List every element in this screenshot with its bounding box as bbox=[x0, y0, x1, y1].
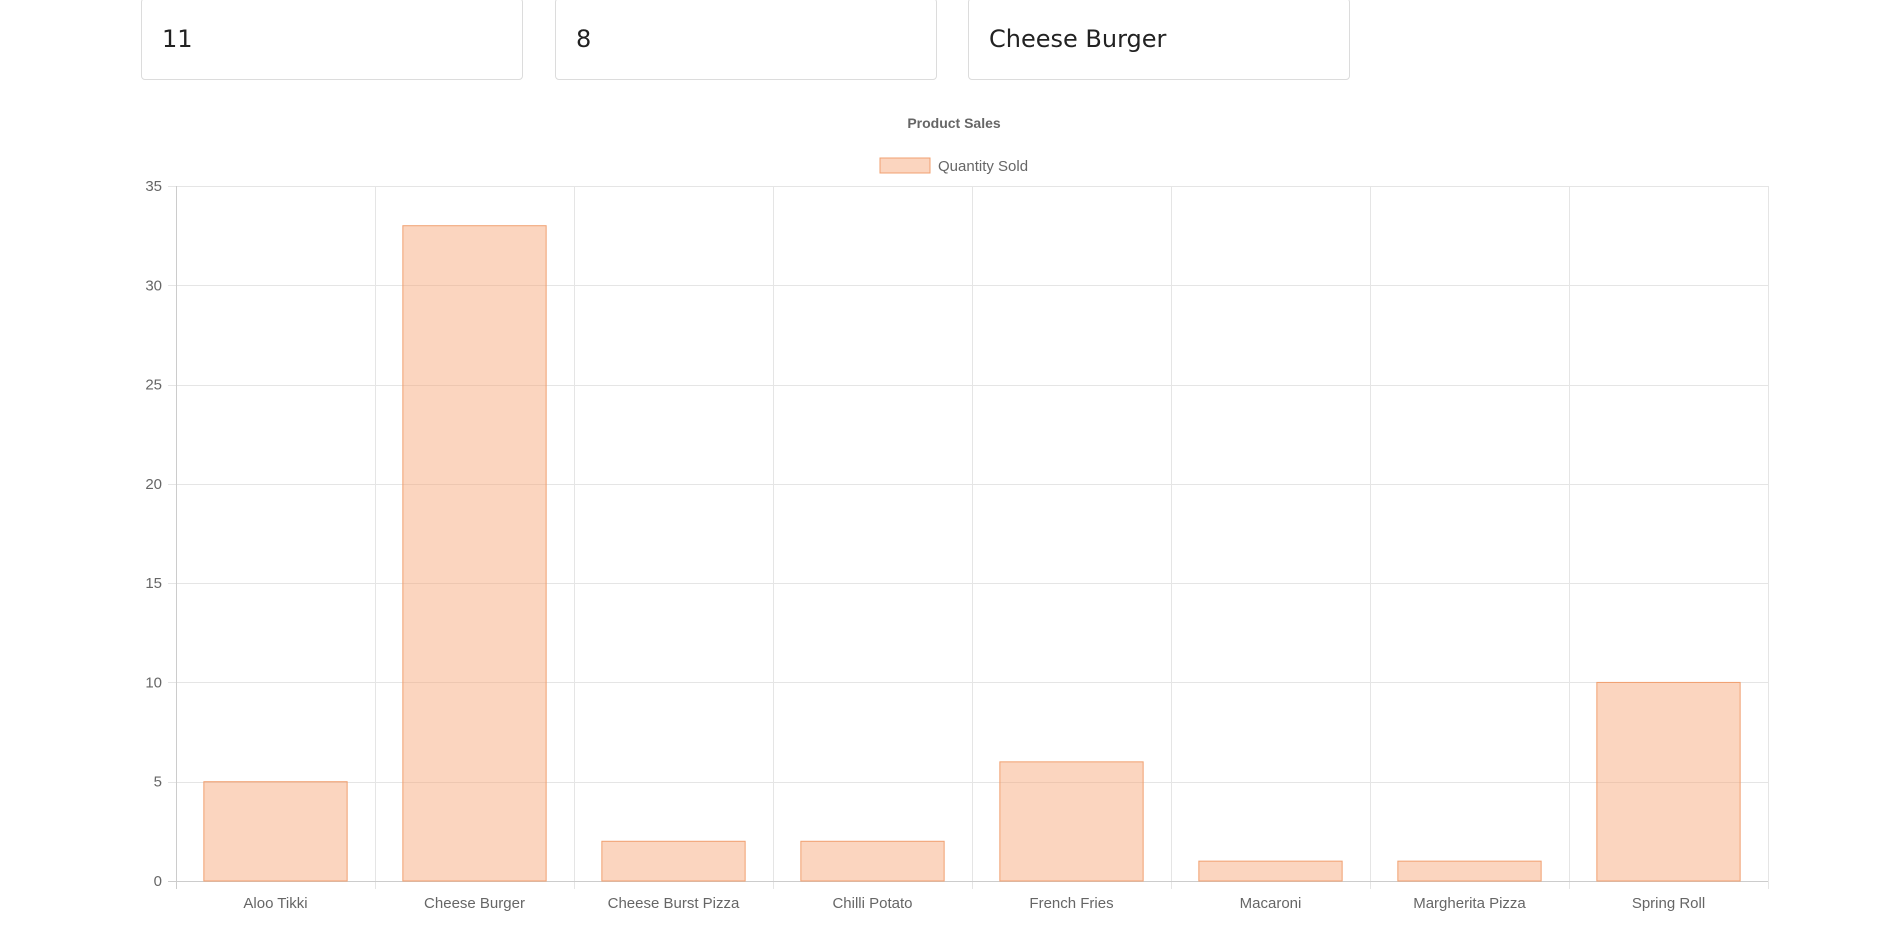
chart-title: Product Sales bbox=[907, 115, 1001, 131]
y-tick-label-4: 20 bbox=[145, 476, 162, 493]
x-tick-label-0: Aloo Tikki bbox=[243, 895, 307, 912]
legend-swatch bbox=[879, 157, 931, 174]
y-tick-label-6: 30 bbox=[145, 277, 162, 294]
stat-card-2: 8 bbox=[555, 0, 937, 80]
bar-chilli-potato[interactable] bbox=[800, 840, 945, 882]
x-tick-label-4: French Fries bbox=[1029, 895, 1113, 912]
x-tick-label-6: Margherita Pizza bbox=[1413, 895, 1526, 912]
y-axis-ticks: 0 5 10 15 20 25 30 35 bbox=[145, 178, 162, 890]
bar-cheese-burger[interactable] bbox=[402, 225, 547, 882]
x-tick-label-5: Macaroni bbox=[1240, 895, 1302, 912]
y-tick-label-3: 15 bbox=[145, 575, 162, 592]
bar-macaroni[interactable] bbox=[1198, 860, 1343, 882]
bar-margherita-pizza[interactable] bbox=[1397, 860, 1542, 882]
legend-label: Quantity Sold bbox=[938, 158, 1028, 175]
bar-aloo-tikki[interactable] bbox=[203, 781, 348, 882]
x-axis-ticks: Aloo Tikki Cheese Burger Cheese Burst Pizz… bbox=[243, 895, 1705, 912]
stat-value-3: Cheese Burger bbox=[989, 25, 1167, 53]
bar-french-fries[interactable] bbox=[999, 761, 1144, 882]
chart-bars bbox=[203, 225, 1741, 882]
stat-value-2: 8 bbox=[576, 25, 592, 53]
x-tick-label-3: Chilli Potato bbox=[832, 895, 912, 912]
bar-spring-roll[interactable] bbox=[1596, 681, 1741, 882]
x-tick-label-2: Cheese Burst Pizza bbox=[608, 895, 740, 912]
y-tick-label-2: 10 bbox=[145, 674, 162, 691]
x-tick-label-7: Spring Roll bbox=[1632, 895, 1705, 912]
stat-card-3: Cheese Burger bbox=[968, 0, 1350, 80]
y-tick-label-1: 5 bbox=[154, 774, 162, 791]
y-tick-label-7: 35 bbox=[145, 178, 162, 195]
y-tick-label-0: 0 bbox=[154, 873, 162, 890]
stat-value-1: 11 bbox=[162, 25, 193, 53]
bar-cheese-burst-pizza[interactable] bbox=[601, 840, 746, 882]
chart-legend[interactable]: Quantity Sold bbox=[879, 157, 1028, 175]
chart-grid bbox=[168, 186, 1769, 889]
y-tick-label-5: 25 bbox=[145, 377, 162, 394]
stat-card-1: 11 bbox=[141, 0, 523, 80]
x-tick-label-1: Cheese Burger bbox=[424, 895, 525, 912]
